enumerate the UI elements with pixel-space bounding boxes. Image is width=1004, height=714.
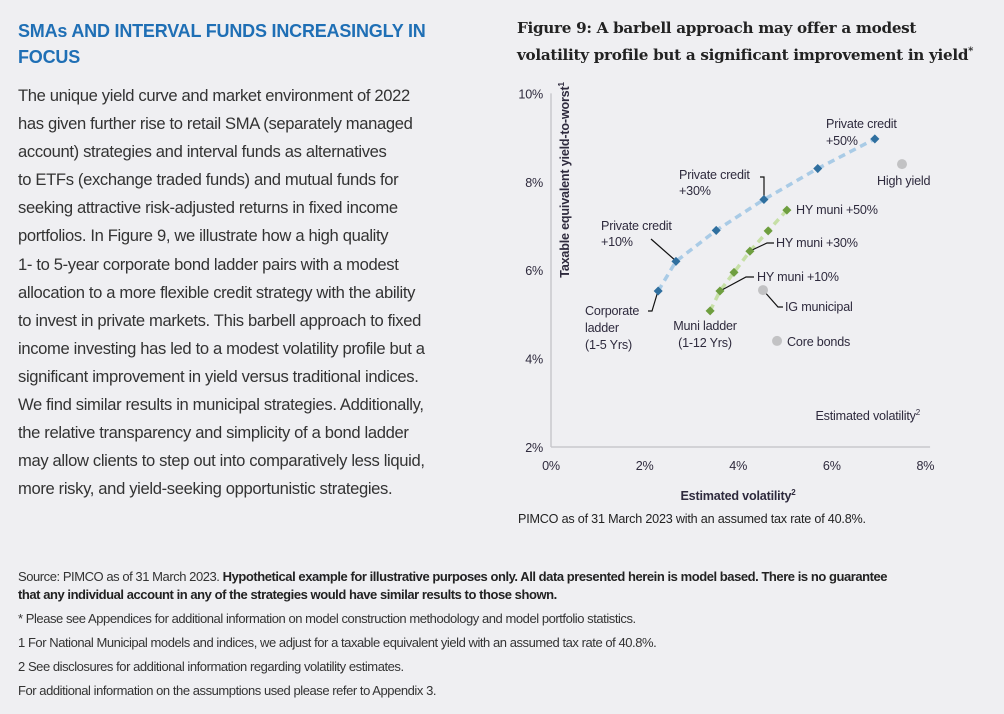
x-tick-label: 8% <box>916 459 934 473</box>
section-heading: SMAs AND INTERVAL FUNDS INCREASINGLY IN … <box>18 21 426 67</box>
point-label: +30% <box>679 184 711 198</box>
y-tick-label: 6% <box>525 264 543 278</box>
y-tick-label: 4% <box>525 353 543 367</box>
data-point-index <box>758 285 769 296</box>
source-prefix: Source: PIMCO as of 31 March 2023. <box>18 569 223 584</box>
x-axis-title: Estimated volatility2 <box>680 488 796 503</box>
x-tick-label: 6% <box>823 459 841 473</box>
point-label: (1-5 Yrs) <box>585 338 632 352</box>
data-point-muni <box>729 267 739 277</box>
body-line: 1- to 5-year corporate bond ladder pairs… <box>18 254 399 274</box>
body-line: significant improvement in yield versus … <box>18 366 419 386</box>
source-note-cont: that any individual account in any of th… <box>18 586 887 604</box>
footnotes: Source: PIMCO as of 31 March 2023. Hypot… <box>18 568 888 700</box>
inner-volatility-label: Estimated volatility2 <box>815 408 920 423</box>
point-label: Corporate <box>585 304 639 318</box>
data-point-private_credit <box>870 134 880 144</box>
footnote: 1 For National Municipal models and indi… <box>18 635 657 650</box>
y-axis-title-sup: 1 <box>557 82 566 87</box>
x-tick-label: 2% <box>636 459 654 473</box>
figure-title: Figure 9: A barbell approach may offer a… <box>517 16 987 67</box>
y-tick-label: 10% <box>518 87 543 101</box>
point-label: (1-12 Yrs) <box>678 336 732 350</box>
disclaimer-2: that any individual account in any of th… <box>18 587 557 602</box>
leader-line <box>749 242 774 252</box>
body-line: The unique yield curve and market enviro… <box>18 86 410 105</box>
figure-title-mark: * <box>968 46 974 57</box>
body-line: may allow clients to step out into compa… <box>18 451 425 471</box>
point-label: HY muni +50% <box>796 203 878 217</box>
point-label: Private credit <box>679 168 750 182</box>
body-line: allocation to a more flexible credit str… <box>18 282 416 302</box>
series-line-private_credit <box>656 137 876 292</box>
data-point-muni <box>745 246 755 256</box>
point-label: HY muni +30% <box>776 236 858 250</box>
body-line: portfolios. In Figure 9, we illustrate h… <box>18 226 389 246</box>
leader-line <box>762 289 783 308</box>
point-label: High yield <box>877 174 930 188</box>
x-axis-title-sup: 2 <box>791 488 796 497</box>
point-label: ladder <box>585 321 619 335</box>
point-label: Muni ladder <box>673 319 737 333</box>
y-axis-title: Taxable equivalent yield-to-worst1 <box>557 82 572 278</box>
point-label: IG municipal <box>785 300 853 314</box>
x-tick-label: 4% <box>729 459 747 473</box>
source-note: Source: PIMCO as of 31 March 2023. Hypot… <box>18 568 888 586</box>
point-label: Private credit <box>601 219 672 233</box>
disclaimer-1: Hypothetical example for illustrative pu… <box>222 569 888 584</box>
inner-label-sup: 2 <box>916 408 921 417</box>
leader-line <box>719 276 754 292</box>
body-line: income investing has led to a modest vol… <box>18 338 425 358</box>
leader-line <box>648 290 659 312</box>
footnote: For additional information on the assump… <box>18 683 437 698</box>
body-line: to invest in private markets. This barbe… <box>18 310 421 330</box>
scatter-chart: 0% 2% 4% 6% 8% 2% 4% 6% 8% 10% Estimated volatilit… <box>518 82 934 503</box>
data-point-muni <box>763 226 773 236</box>
point-label: +50% <box>826 134 858 148</box>
figure-title-text: Figure 9: A barbell approach may offer a… <box>517 19 969 65</box>
body-text: The unique yield curve and market enviro… <box>18 82 425 503</box>
leader-line <box>760 176 765 199</box>
body-line: seeking attractive risk-adjusted returns… <box>18 198 398 218</box>
body-line: the relative transparency and simplicity… <box>18 423 409 443</box>
point-label: +10% <box>601 235 633 249</box>
series-line-muni <box>708 208 789 312</box>
point-label: Core bonds <box>787 335 850 349</box>
x-tick-label: 0% <box>542 459 560 473</box>
figure-source: PIMCO as of 31 March 2023 with an assume… <box>518 512 866 526</box>
footnote: * Please see Appendices for additional i… <box>18 611 636 626</box>
body-line: to ETFs (exchange traded funds) and mutu… <box>18 170 399 190</box>
body-line: We find similar results in municipal str… <box>18 395 424 415</box>
footnote: 2 See disclosures for additional informa… <box>18 659 404 674</box>
data-point-index <box>772 335 783 346</box>
body-line: more risky, and yield-seeking opportunis… <box>18 479 393 499</box>
data-point-index <box>897 159 907 170</box>
y-tick-label: 8% <box>525 176 543 190</box>
body-line: has given further rise to retail SMA (se… <box>18 114 413 134</box>
leader-line <box>650 238 677 262</box>
point-label: Private credit <box>826 117 897 131</box>
point-label: HY muni +10% <box>757 270 839 284</box>
body-line: account) strategies and interval funds a… <box>18 142 387 162</box>
y-tick-label: 2% <box>525 441 543 455</box>
